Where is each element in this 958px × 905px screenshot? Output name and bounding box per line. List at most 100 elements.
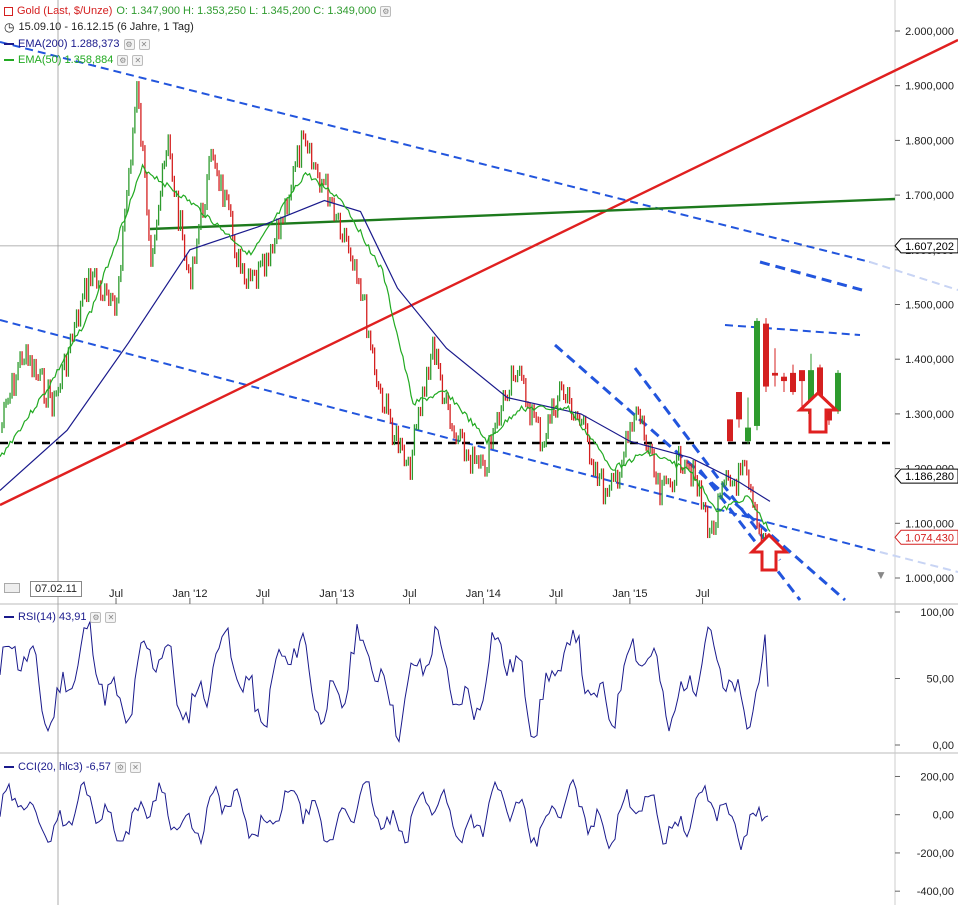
support-price-label: 1.186,280 bbox=[905, 471, 954, 483]
candle-body bbox=[835, 372, 841, 412]
ema200-line bbox=[0, 199, 771, 502]
cci-label: CCI(20, hlc3) -6,57 bbox=[18, 761, 111, 773]
x-tick-label: Jul bbox=[696, 588, 710, 600]
ema50-label: EMA(50) 1.358,884 bbox=[18, 54, 114, 66]
rising-red-trendline bbox=[0, 38, 958, 507]
settings-icon[interactable]: ⚙ bbox=[380, 5, 392, 17]
up-arrow-annotation bbox=[796, 390, 840, 434]
instrument-legend: Gold (Last, $/Unze) O: 1.347,900 H: 1.35… bbox=[4, 4, 392, 18]
candle-body bbox=[754, 320, 760, 426]
x-tick-label: Jul bbox=[109, 588, 123, 600]
ema200-label: EMA(200) 1.288,373 bbox=[18, 38, 120, 50]
price-series-layer bbox=[0, 81, 771, 553]
instrument-name: Gold (Last, $/Unze) bbox=[17, 5, 113, 17]
ema50-settings-icon[interactable]: ⚙ bbox=[117, 54, 129, 66]
y-tick-label: 1.300,000 bbox=[905, 409, 954, 421]
rsi-y-tick-label: 50,00 bbox=[926, 674, 954, 686]
cci-y-tick-label: 200,00 bbox=[920, 771, 954, 783]
cci-settings-icon[interactable]: ⚙ bbox=[114, 761, 126, 773]
rsi-settings-icon[interactable]: ⚙ bbox=[90, 611, 102, 623]
cci-y-tick-label: 0,00 bbox=[933, 810, 954, 822]
scroll-left-handle[interactable] bbox=[4, 583, 20, 593]
candle-body bbox=[763, 323, 769, 387]
ohlc-readout: O: 1.347,900 H: 1.353,250 L: 1.345,200 C… bbox=[116, 5, 377, 17]
candle-body bbox=[781, 376, 787, 382]
cci-line bbox=[0, 778, 769, 851]
cci-legend: CCI(20, hlc3) -6,57 ⚙ ✕ bbox=[4, 760, 141, 774]
ema50-close-icon[interactable]: ✕ bbox=[132, 54, 144, 66]
upper-resistance-trendline bbox=[0, 41, 871, 263]
annotation-layer bbox=[748, 390, 840, 572]
date-range: 15.09.10 - 16.12.15 (6 Jahre, 1 Tag) bbox=[18, 21, 194, 33]
y-tick-label: 1.400,000 bbox=[905, 354, 954, 366]
cci-close-icon[interactable]: ✕ bbox=[129, 761, 141, 773]
rsi-legend: RSI(14) 43,91 ⚙ ✕ bbox=[4, 610, 117, 624]
x-tick-label: Jan '15 bbox=[612, 588, 647, 600]
last-price-label: 1.074,430 bbox=[905, 532, 954, 544]
rsi-y-tick-label: 100,00 bbox=[920, 607, 954, 619]
y-tick-label: 1.000,000 bbox=[905, 573, 954, 585]
axis-layer: 2.000,000 1.900,000 1.800,000 1.700,000 1.60… bbox=[109, 26, 958, 604]
candles-layer bbox=[727, 318, 841, 444]
ema50-legend: EMA(50) 1.358,884 ⚙ ✕ bbox=[4, 53, 144, 67]
x-tick-label: Jan '13 bbox=[319, 588, 354, 600]
rsi-swatch bbox=[4, 616, 14, 618]
x-tick-label: Jul bbox=[256, 588, 270, 600]
y-tick-label: 1.900,000 bbox=[905, 81, 954, 93]
clock-icon: ◷ bbox=[4, 20, 15, 34]
cci-panel: 200,00 0,00 -200,00 -400,00 bbox=[0, 771, 954, 898]
candle-body bbox=[790, 372, 796, 393]
crosshair-price-label-box bbox=[894, 238, 958, 254]
candle-body bbox=[772, 372, 778, 376]
callout-mid-line bbox=[724, 324, 861, 336]
support-price-label-box bbox=[894, 468, 958, 484]
rsi-line bbox=[0, 621, 769, 744]
y-tick-label: 1.500,000 bbox=[905, 300, 954, 312]
up-arrow-annotation bbox=[748, 532, 790, 572]
y-tick-label: 1.700,000 bbox=[905, 190, 954, 202]
candle-body bbox=[736, 392, 742, 420]
crosshair-date-label: 07.02.11 bbox=[30, 581, 83, 597]
ema200-swatch bbox=[4, 43, 14, 45]
range-legend: ◷ 15.09.10 - 16.12.15 (6 Jahre, 1 Tag) bbox=[4, 20, 194, 34]
rsi-y-tick-label: 0,00 bbox=[933, 740, 954, 752]
cci-swatch bbox=[4, 766, 14, 768]
candle-body bbox=[727, 419, 733, 442]
green-trendline bbox=[149, 197, 896, 231]
ema50-swatch bbox=[4, 59, 14, 61]
x-tick-label: Jul bbox=[402, 588, 416, 600]
cci-y-tick-label: -200,00 bbox=[917, 848, 954, 860]
rsi-panel: 100,00 50,00 0,00 bbox=[0, 607, 954, 752]
y-tick-label: 1.100,000 bbox=[905, 518, 954, 530]
x-tick-label: Jan '12 bbox=[172, 588, 207, 600]
ema200-legend: EMA(200) 1.288,373 ⚙ ✕ bbox=[4, 37, 150, 51]
callout-resistance-line bbox=[759, 260, 863, 292]
y-tick-label: 1.800,000 bbox=[905, 135, 954, 147]
ema50-line bbox=[0, 163, 771, 532]
channel-upper-line bbox=[554, 343, 846, 602]
cci-y-tick-label: -400,00 bbox=[917, 886, 954, 898]
rsi-close-icon[interactable]: ✕ bbox=[105, 611, 117, 623]
candle-body bbox=[826, 411, 832, 421]
instrument-color-icon bbox=[4, 6, 13, 16]
candle-body bbox=[817, 367, 823, 414]
candle-body bbox=[799, 370, 805, 382]
crosshair-price-label: 1.607,202 bbox=[905, 241, 954, 253]
channel-mid-line bbox=[633, 367, 782, 561]
lower-support-extension bbox=[879, 551, 958, 573]
candle-body bbox=[745, 427, 751, 442]
collapse-panel-icon[interactable]: ▼ bbox=[875, 568, 887, 582]
ema200-settings-icon[interactable]: ⚙ bbox=[123, 38, 135, 50]
x-tick-label: Jan '14 bbox=[466, 588, 501, 600]
channel-lower-line bbox=[698, 469, 802, 601]
x-tick-label: Jul bbox=[549, 588, 563, 600]
upper-resistance-extension bbox=[869, 261, 958, 291]
ema200-close-icon[interactable]: ✕ bbox=[138, 38, 150, 50]
last-price-label-box bbox=[894, 529, 958, 545]
rsi-label: RSI(14) 43,91 bbox=[18, 611, 87, 623]
y-tick-label: 2.000,000 bbox=[905, 26, 954, 38]
candle-body bbox=[808, 370, 814, 414]
trendlines bbox=[0, 38, 958, 602]
